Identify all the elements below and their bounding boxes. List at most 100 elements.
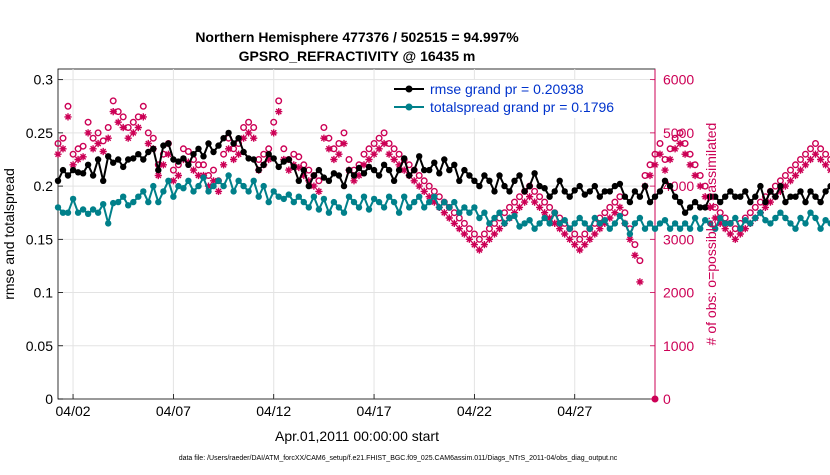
rmse-point — [110, 159, 117, 166]
totalspread-point — [230, 188, 237, 195]
totalspread-point — [526, 217, 533, 224]
chart-title-line1: Northern Hemisphere 477376 / 502515 = 94… — [195, 29, 519, 45]
obs-assimilated-marker — [74, 155, 82, 164]
obs-assimilated-marker — [250, 134, 258, 142]
obs-assimilated-marker — [616, 203, 624, 211]
totalspread-point — [681, 220, 689, 227]
obs-possible-marker — [245, 118, 253, 126]
obs-assimilated-marker — [325, 145, 333, 153]
obs-possible-marker — [295, 153, 303, 161]
rmse-point — [230, 140, 237, 147]
totalspread-point — [375, 198, 383, 206]
obs-possible-marker — [270, 118, 278, 126]
obs-assimilated-marker — [54, 150, 62, 158]
obs-assimilated-marker — [410, 177, 418, 185]
rmse-point — [235, 135, 242, 142]
totalspread-point — [511, 212, 518, 220]
obs-possible-series — [54, 97, 830, 403]
obs-possible-marker — [104, 123, 112, 131]
obs-assimilated-marker — [295, 163, 303, 172]
totalspread-point — [641, 225, 649, 232]
obs-possible-marker — [827, 156, 830, 163]
obs-assimilated-marker — [415, 182, 423, 190]
rmse-point — [401, 155, 408, 162]
rmse-point — [551, 188, 558, 195]
rmse-point — [345, 166, 353, 174]
rmse-point — [120, 163, 127, 171]
rmse-point — [125, 156, 132, 163]
rmse-point — [260, 161, 267, 168]
totalspread-point — [340, 209, 348, 216]
totalspread-point — [747, 220, 754, 227]
totalspread-point — [466, 209, 473, 216]
rmse-point — [792, 193, 799, 200]
obs-possible-marker — [516, 193, 524, 201]
totalspread-point — [89, 206, 97, 213]
obs-possible-marker — [370, 139, 378, 147]
rmse-point — [822, 188, 829, 195]
obs-assimilated-marker — [400, 166, 408, 174]
obs-assimilated-marker — [591, 230, 599, 238]
obs-assimilated-marker — [430, 198, 438, 206]
rmse-point — [270, 155, 277, 162]
obs-assimilated-marker — [636, 278, 644, 286]
totalspread-point — [586, 225, 593, 232]
obs-assimilated-marker — [220, 161, 228, 169]
obs-assimilated-marker — [235, 150, 243, 158]
totalspread-point — [802, 220, 809, 227]
totalspread-point — [481, 209, 488, 216]
obs-assimilated-marker — [159, 161, 167, 169]
obs-possible-marker — [89, 134, 97, 142]
totalspread-point — [707, 220, 714, 227]
totalspread-point — [416, 193, 423, 200]
rmse-point — [466, 172, 473, 179]
obs-assimilated-marker — [611, 209, 619, 217]
rmse-point — [456, 177, 463, 184]
totalspread-point — [175, 182, 182, 190]
totalspread-point — [697, 225, 704, 232]
obs-possible-marker — [792, 161, 800, 169]
obs-possible-marker — [671, 134, 679, 142]
obs-assimilated-marker — [470, 241, 478, 249]
totalspread-point — [84, 210, 92, 217]
obs-possible-marker — [822, 150, 830, 158]
rmse-point — [717, 198, 724, 206]
rmse-point — [220, 135, 227, 142]
obs-assimilated-marker — [144, 139, 152, 148]
rmse-point — [225, 129, 232, 137]
obs-assimilated-marker — [671, 145, 679, 153]
obs-assimilated-marker — [531, 198, 539, 206]
y-left-tick-label: 0.3 — [34, 72, 54, 88]
totalspread-point — [64, 209, 72, 216]
obs-possible-marker — [746, 209, 754, 217]
obs-assimilated-marker — [240, 134, 248, 142]
obs-assimilated-marker — [666, 155, 674, 164]
rmse-point — [471, 177, 478, 184]
totalspread-point — [461, 204, 468, 211]
totalspread-point — [74, 209, 82, 216]
rmse-point — [69, 166, 77, 174]
obs-possible-marker — [169, 166, 177, 174]
obs-possible-marker — [465, 225, 473, 233]
obs-possible-marker — [676, 129, 684, 137]
rmse-point — [250, 156, 257, 163]
rmse-point — [245, 155, 252, 162]
rmse-point — [265, 151, 272, 158]
rmse-point — [300, 166, 307, 174]
rmse-point — [496, 172, 503, 179]
totalspread-point — [476, 214, 483, 222]
totalspread-point — [456, 209, 463, 216]
rmse-point — [807, 188, 814, 195]
obs-possible-marker — [425, 182, 433, 190]
obs-assimilated-marker — [480, 241, 488, 249]
obs-assimilated-marker — [194, 171, 203, 180]
totalspread-point — [295, 193, 302, 200]
obs-possible-marker — [817, 145, 825, 153]
totalspread-point — [79, 206, 87, 213]
obs-possible-marker — [199, 161, 207, 169]
rmse-point — [421, 166, 428, 174]
totalspread-point — [451, 198, 458, 206]
obs-possible-marker — [812, 139, 820, 147]
obs-zero-marker — [651, 395, 659, 403]
